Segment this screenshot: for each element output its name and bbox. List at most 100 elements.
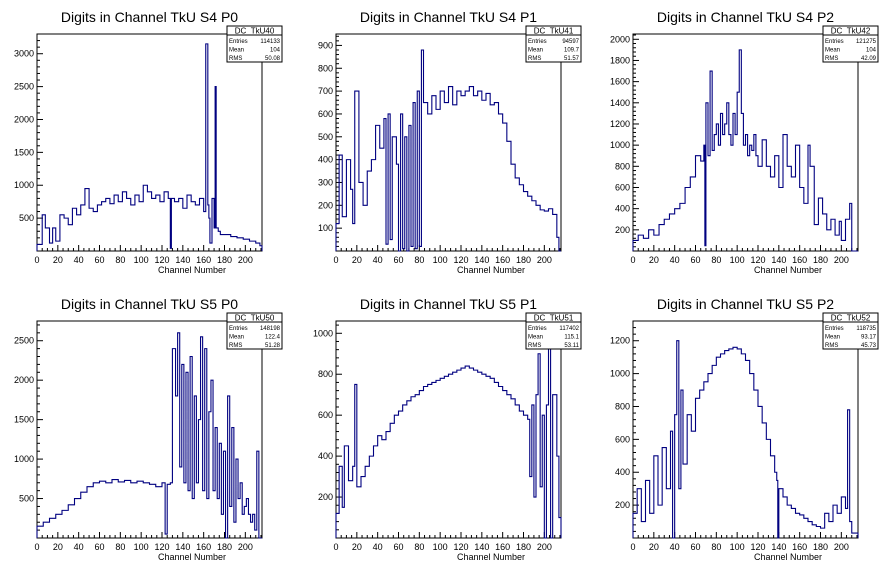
- stats-rms-label: RMS: [229, 56, 242, 62]
- x-tick-label: 140: [175, 255, 190, 265]
- y-tick-label: 1000: [14, 180, 34, 190]
- stats-box: DC_TkU50 Entries 148198 Mean 122.4 RMS 51.28: [226, 312, 283, 350]
- chart-title: Digits in Channel TkU S4 P2: [657, 9, 834, 25]
- y-tick-label: 400: [615, 467, 630, 477]
- x-tick-label: 120: [154, 255, 169, 265]
- y-tick-label: 2500: [14, 82, 34, 92]
- stats-rms-value: 45.73: [861, 343, 877, 349]
- x-tick-label: 200: [537, 542, 552, 552]
- stats-entries-value: 117402: [559, 326, 579, 332]
- histogram-panel: Digits in Channel TkU S5 P1 0 20 40 60 80 100 1…: [313, 296, 582, 562]
- x-tick-label: 40: [373, 255, 383, 265]
- x-tick-label: 20: [649, 255, 659, 265]
- x-tick-label: 120: [453, 542, 468, 552]
- stats-rms-value: 53.11: [564, 343, 579, 349]
- histogram-series: [36, 43, 263, 251]
- x-tick-label: 60: [393, 542, 403, 552]
- stats-box-frame: [822, 312, 879, 350]
- stats-rms-value: 51.57: [564, 56, 580, 62]
- chart-title: Digits in Channel TkU S5 P0: [61, 296, 238, 312]
- stats-box: DC_TkU40 Entries 114133 Mean 104 RMS 50.08: [226, 25, 283, 63]
- y-tick-label: 400: [318, 451, 333, 461]
- y-tick-label: 800: [318, 369, 333, 379]
- x-tick-label: 100: [730, 542, 745, 552]
- x-tick-label: 40: [74, 255, 84, 265]
- stats-mean-value: 122.4: [265, 335, 281, 341]
- stats-rms-value: 51.28: [265, 343, 281, 349]
- x-tick-label: 20: [649, 542, 659, 552]
- x-tick-label: 0: [34, 255, 39, 265]
- x-tick-label: 160: [495, 255, 510, 265]
- chart-title: Digits in Channel TkU S5 P1: [360, 296, 537, 312]
- y-tick-label: 200: [615, 225, 630, 235]
- x-tick-label: 20: [352, 255, 362, 265]
- y-tick-label: 800: [318, 63, 333, 73]
- stats-name: DC_TkU40: [235, 27, 275, 36]
- x-tick-label: 200: [238, 542, 253, 552]
- stats-rms-label: RMS: [825, 56, 838, 62]
- x-tick-label: 100: [433, 255, 448, 265]
- y-tick-label: 500: [19, 494, 34, 504]
- y-tick-label: 2000: [14, 114, 34, 124]
- x-tick-label: 140: [175, 542, 190, 552]
- stats-rms-label: RMS: [528, 56, 541, 62]
- y-tick-label: 1500: [14, 415, 34, 425]
- stats-name: DC_TkU52: [831, 314, 871, 323]
- x-tick-label: 0: [630, 542, 635, 552]
- x-tick-label: 40: [670, 255, 680, 265]
- stats-name: DC_TkU41: [534, 27, 574, 36]
- histogram-panel: Digits in Channel TkU S5 P2 0 20 40 60 80 100 1…: [610, 296, 879, 562]
- x-tick-label: 140: [771, 542, 786, 552]
- stats-box-frame: [822, 25, 879, 63]
- x-tick-label: 200: [834, 542, 849, 552]
- stats-box: DC_TkU42 Entries 121275 Mean 104 RMS 42.09: [822, 25, 879, 63]
- x-tick-label: 180: [813, 542, 828, 552]
- y-tick-label: 1400: [610, 98, 630, 108]
- y-tick-label: 2000: [610, 34, 630, 44]
- x-tick-label: 60: [393, 255, 403, 265]
- y-tick-label: 200: [615, 500, 630, 510]
- y-tick-label: 600: [318, 410, 333, 420]
- stats-rms-label: RMS: [825, 343, 838, 349]
- y-tick-label: 600: [615, 434, 630, 444]
- x-tick-label: 100: [433, 542, 448, 552]
- plot-frame: [632, 33, 859, 252]
- chart-title: Digits in Channel TkU S4 P1: [360, 9, 537, 25]
- x-tick-label: 20: [352, 542, 362, 552]
- x-tick-label: 0: [630, 255, 635, 265]
- x-tick-label: 40: [670, 542, 680, 552]
- x-tick-label: 80: [711, 255, 721, 265]
- stats-rms-label: RMS: [229, 343, 242, 349]
- stats-mean-value: 93.17: [861, 335, 877, 341]
- y-tick-label: 100: [318, 223, 333, 233]
- x-tick-label: 40: [373, 542, 383, 552]
- y-tick-label: 200: [318, 200, 333, 210]
- x-tick-label: 120: [453, 255, 468, 265]
- y-tick-label: 600: [615, 182, 630, 192]
- x-tick-label: 0: [34, 542, 39, 552]
- x-tick-label: 140: [474, 542, 489, 552]
- y-tick-label: 400: [318, 155, 333, 165]
- stats-rms-value: 50.08: [265, 56, 281, 62]
- x-tick-label: 80: [115, 542, 125, 552]
- stats-entries-label: Entries: [825, 39, 844, 45]
- stats-box-frame: [525, 312, 582, 350]
- histogram-panel: Digits in Channel TkU S4 P0 0 20 40 60 80 100 1…: [14, 9, 283, 275]
- x-tick-label: 80: [711, 542, 721, 552]
- histogram-series: [36, 332, 262, 539]
- y-tick-label: 900: [318, 40, 333, 50]
- stats-entries-value: 94597: [562, 39, 579, 45]
- stats-entries-value: 114133: [260, 39, 280, 45]
- x-axis-label: Channel Number: [457, 552, 525, 562]
- x-tick-label: 120: [154, 542, 169, 552]
- stats-mean-label: Mean: [528, 48, 543, 54]
- x-tick-label: 120: [750, 255, 765, 265]
- x-tick-label: 160: [495, 542, 510, 552]
- histogram-series: [632, 49, 858, 252]
- histogram-panel: Digits in Channel TkU S4 P1 0 20 40 60 80 100 1…: [318, 9, 582, 275]
- x-tick-label: 60: [94, 255, 104, 265]
- y-tick-label: 1000: [313, 328, 333, 338]
- x-tick-label: 0: [333, 255, 338, 265]
- chart-title: Digits in Channel TkU S5 P2: [657, 296, 834, 312]
